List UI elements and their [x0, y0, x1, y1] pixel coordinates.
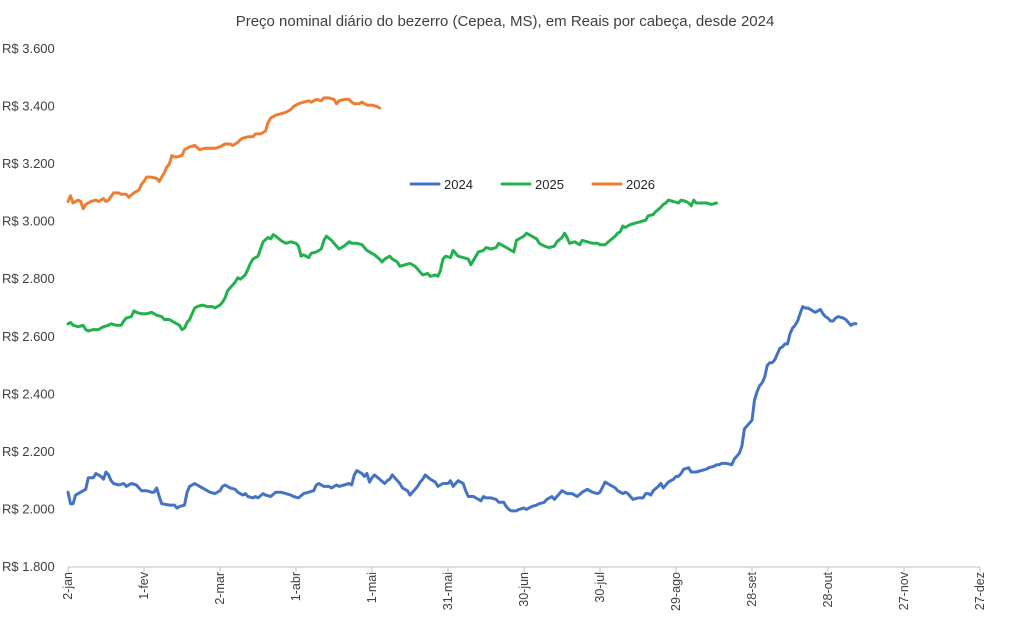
y-tick-label: R$ 2.000: [2, 501, 55, 516]
series-line-2025: [66, 198, 718, 333]
legend-label-2025: 2025: [535, 177, 564, 192]
x-tick-label: 29-ago: [669, 572, 683, 611]
x-tick-label: 1-mai: [365, 572, 379, 603]
x-tick-label: 31-mai: [441, 572, 455, 610]
y-tick-label: R$ 3.400: [2, 99, 55, 114]
x-tick-label: 27-dez: [973, 572, 987, 610]
chart-title: Preço nominal diário do bezerro (Cepea, …: [236, 13, 775, 30]
x-tick-label: 28-set: [745, 571, 759, 606]
y-tick-label: R$ 2.200: [2, 444, 55, 459]
legend-label-2026: 2026: [626, 177, 655, 192]
x-tick-label: 30-jul: [593, 572, 607, 603]
y-tick-label: R$ 1.800: [2, 559, 55, 574]
x-axis: 2-jan 1-fev 2-mar 1-abr 1-mai 31-mai 30-jun 30-…: [61, 566, 987, 611]
y-tick-label: R$ 2.400: [2, 386, 55, 401]
x-tick-label: 2-jan: [61, 572, 75, 600]
y-tick-label: R$ 2.600: [2, 329, 55, 344]
series-line-2026: [66, 96, 382, 211]
legend-label-2024: 2024: [444, 177, 473, 192]
x-tick-label: 2-mar: [213, 572, 227, 605]
x-tick-label: 30-jun: [517, 572, 531, 607]
series-line-2024: [66, 305, 858, 513]
x-tick-label: 27-nov: [897, 571, 911, 610]
x-tick-label: 1-fev: [137, 571, 151, 600]
x-tick-label: 28-out: [821, 571, 835, 607]
y-tick-label: R$ 3.600: [2, 41, 55, 56]
x-tick-label: 1-abr: [289, 572, 303, 601]
y-tick-label: R$ 3.200: [2, 156, 55, 171]
series-layer: [66, 96, 858, 513]
y-tick-label: R$ 2.800: [2, 271, 55, 286]
y-axis: R$ 1.800 R$ 2.000 R$ 2.200 R$ 2.400 R$ 2.600…: [2, 41, 55, 574]
legend: 2024 2025 2026: [409, 177, 655, 192]
y-tick-label: R$ 3.000: [2, 214, 55, 229]
